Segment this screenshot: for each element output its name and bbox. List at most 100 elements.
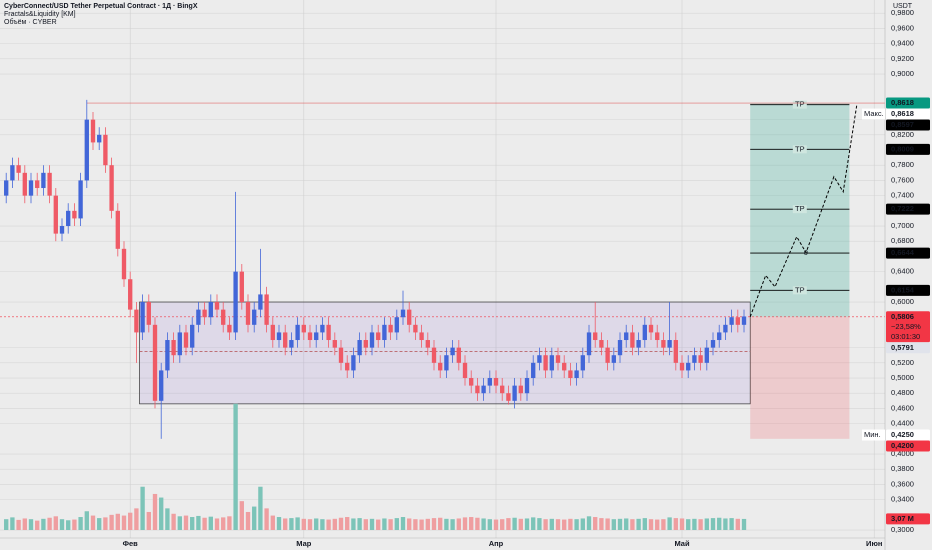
candle-body xyxy=(450,347,455,356)
candle-body xyxy=(382,324,387,341)
candle-body xyxy=(66,210,71,227)
volume-bar xyxy=(407,518,412,530)
candle-body xyxy=(301,324,306,333)
candle-body xyxy=(183,332,189,348)
volume-bar xyxy=(456,518,461,530)
volume-bar xyxy=(593,517,598,530)
candle-body xyxy=(115,210,120,249)
volume-bar xyxy=(159,497,164,530)
candle-body xyxy=(419,332,424,341)
candle-body xyxy=(655,332,660,341)
volume-bar xyxy=(481,518,486,530)
candle-body xyxy=(369,332,375,348)
candle-body xyxy=(661,340,666,348)
candle-body xyxy=(146,302,151,325)
volume-bar xyxy=(686,519,691,530)
volume-bar xyxy=(599,518,604,530)
tp-label-bg xyxy=(792,145,807,154)
volume-bar xyxy=(121,515,127,530)
volume-bar xyxy=(574,519,579,530)
volume-bar xyxy=(500,519,505,530)
volume-bar xyxy=(239,501,244,530)
volume-bar xyxy=(245,511,251,530)
volume-bar xyxy=(586,516,592,530)
price-tag xyxy=(886,108,930,120)
candle-body xyxy=(59,226,65,234)
volume-bar xyxy=(289,518,294,530)
tp-label-bg xyxy=(792,286,807,295)
volume-bar xyxy=(16,519,21,530)
candle-body xyxy=(245,302,251,325)
candle-body xyxy=(593,332,598,341)
y-tick-label: 0,9800 xyxy=(891,8,914,17)
volume-bar xyxy=(171,513,176,530)
price-axis xyxy=(885,0,932,550)
candle-body xyxy=(97,134,102,143)
candle-body xyxy=(611,355,616,363)
candle-body xyxy=(171,340,176,356)
candle-body xyxy=(103,134,108,166)
candle-body xyxy=(679,362,685,371)
volume-bar xyxy=(493,519,499,530)
volume-bar xyxy=(165,508,170,530)
loss-zone xyxy=(750,316,850,439)
candle-body xyxy=(16,165,21,173)
volume-bar xyxy=(66,520,71,530)
price-note: Макс. xyxy=(864,109,884,118)
candle-body xyxy=(524,378,530,394)
candle-body xyxy=(128,279,133,310)
volume-bar xyxy=(233,403,238,530)
price-tag-extra: 03:01:30 xyxy=(891,332,920,341)
volume-bar xyxy=(103,517,108,530)
candle-body xyxy=(53,195,58,234)
volume-bar xyxy=(78,517,83,530)
volume-bar xyxy=(152,493,158,530)
volume-bar xyxy=(90,515,96,530)
candle-body xyxy=(686,362,691,371)
candle-body xyxy=(363,340,368,348)
candle-body xyxy=(444,355,449,371)
price-tag-label: 0,8009 xyxy=(891,144,914,153)
price-tag xyxy=(886,311,930,343)
price-note-bg xyxy=(862,429,885,441)
volume-bar xyxy=(679,518,685,530)
y-tick-label: 0,3000 xyxy=(891,525,914,534)
price-tag xyxy=(886,203,930,215)
candle-body xyxy=(605,347,610,363)
price-tag xyxy=(886,284,930,296)
price-tag-label: 0,5791 xyxy=(891,343,914,352)
y-tick-label: 0,4000 xyxy=(891,449,914,458)
candle-body xyxy=(307,332,313,341)
candle-body xyxy=(500,385,505,394)
volume-bar xyxy=(425,518,430,530)
volume-bar xyxy=(115,513,120,530)
candle-body xyxy=(617,340,623,356)
candle-body xyxy=(78,180,83,219)
candle-body xyxy=(717,332,722,341)
volume-bar xyxy=(314,518,319,530)
y-tick-label: 0,4600 xyxy=(891,403,914,412)
volume-bar xyxy=(580,518,585,530)
y-tick-label: 0,5200 xyxy=(891,358,914,367)
volume-bar xyxy=(214,518,220,530)
candle-body xyxy=(84,119,89,181)
price-tag xyxy=(886,440,930,452)
candle-body xyxy=(518,385,523,394)
currency: USDT xyxy=(893,3,913,10)
y-tick-label: 0,9600 xyxy=(891,23,914,32)
volume-bar xyxy=(97,518,102,530)
candle-body xyxy=(10,165,15,181)
volume-bar xyxy=(698,519,703,530)
candle-body xyxy=(493,378,499,386)
tp-label: TP xyxy=(795,100,805,109)
volume-bar xyxy=(196,515,201,530)
candle-body xyxy=(134,309,139,333)
volume-bar xyxy=(537,518,542,530)
candle-body xyxy=(351,355,356,371)
candle-body xyxy=(4,180,9,196)
candle-body xyxy=(109,165,114,211)
candle-body xyxy=(568,370,573,379)
candle-body xyxy=(214,302,220,310)
